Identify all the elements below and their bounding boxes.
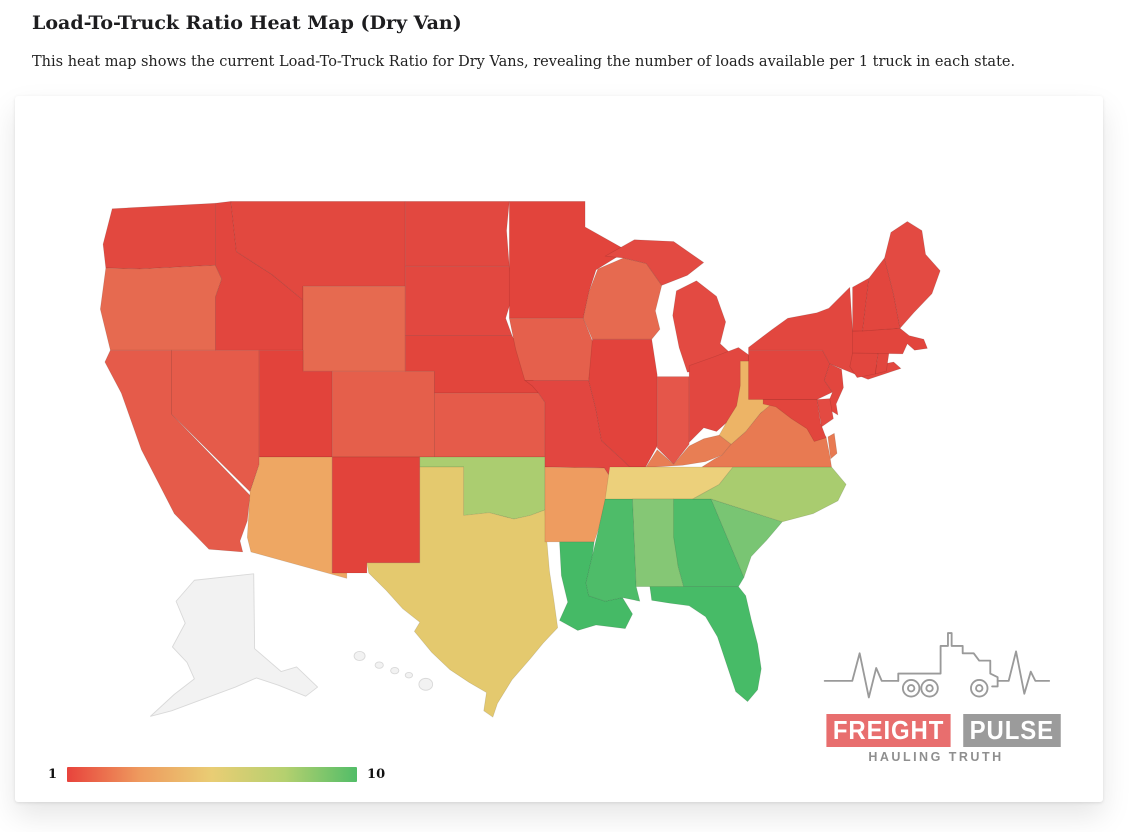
state-ak: Alaska bbox=[150, 573, 319, 717]
state-in[interactable]: Indiana bbox=[656, 376, 690, 465]
us-heatmap: WashingtonOregonCaliforniaNevadaIdahoMon… bbox=[83, 174, 963, 740]
state-ks[interactable]: Kansas bbox=[434, 392, 546, 458]
truck-pulse-icon bbox=[823, 632, 1051, 699]
state-me[interactable]: Maine bbox=[884, 221, 941, 329]
us-choropleth-svg: WashingtonOregonCaliforniaNevadaIdahoMon… bbox=[99, 201, 941, 718]
freight-pulse-logo: FREIGHT PULSE HAULING TRUTH bbox=[821, 624, 1061, 764]
state-tx[interactable]: Texas bbox=[366, 466, 559, 718]
legend-gradient-bar bbox=[67, 767, 358, 782]
state-or[interactable]: Oregon bbox=[99, 264, 223, 351]
legend-min-label: 1 bbox=[48, 767, 58, 782]
state-ma[interactable]: Massachusetts bbox=[852, 327, 928, 355]
page-subtitle: This heat map shows the current Load-To-… bbox=[32, 54, 1016, 70]
brand-name-pulse: PULSE bbox=[963, 714, 1061, 747]
color-scale-legend: 1 10 bbox=[48, 767, 385, 782]
state-fl[interactable]: Florida bbox=[649, 586, 762, 703]
state-nd[interactable]: North Dakota bbox=[404, 201, 510, 267]
state-sd[interactable]: South Dakota bbox=[404, 265, 513, 336]
state-co[interactable]: Colorado bbox=[331, 370, 435, 458]
state-de[interactable]: Delaware bbox=[816, 398, 834, 428]
state-sc[interactable]: South Carolina bbox=[710, 498, 783, 578]
brand-tagline: HAULING TRUTH bbox=[868, 750, 1004, 764]
state-wy[interactable]: Wyoming bbox=[302, 285, 406, 372]
state-nm[interactable]: New Mexico bbox=[331, 456, 421, 574]
state-md[interactable]: Maryland bbox=[762, 399, 827, 442]
state-pa[interactable]: Pennsylvania bbox=[748, 349, 833, 400]
state-wa[interactable]: Washington bbox=[102, 202, 216, 270]
brand-name: FREIGHT PULSE bbox=[821, 714, 1065, 747]
page-title: Load-To-Truck Ratio Heat Map (Dry Van) bbox=[32, 12, 462, 34]
brand-name-freight: FREIGHT bbox=[826, 714, 951, 747]
heatmap-card: WashingtonOregonCaliforniaNevadaIdahoMon… bbox=[15, 96, 1103, 802]
legend-max-label: 10 bbox=[367, 767, 386, 782]
state-nc[interactable]: North Carolina bbox=[692, 466, 847, 523]
state-ia[interactable]: Iowa bbox=[508, 317, 595, 381]
state-hi: Hawaii bbox=[353, 651, 434, 691]
